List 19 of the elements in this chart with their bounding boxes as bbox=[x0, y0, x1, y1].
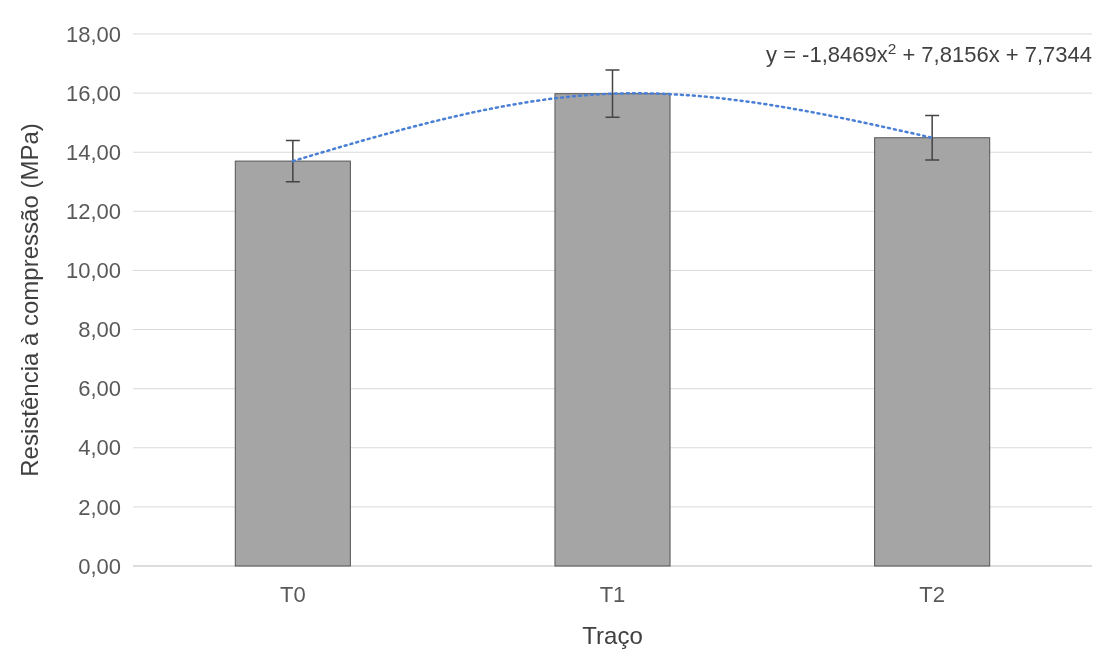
x-tick-label: T2 bbox=[919, 582, 946, 607]
bar bbox=[554, 93, 671, 567]
y-tick-label: 10,00 bbox=[65, 258, 121, 284]
x-tick-label: T0 bbox=[279, 582, 306, 607]
bar bbox=[874, 137, 991, 567]
y-tick-label: 4,00 bbox=[78, 435, 121, 461]
y-tick-label: 12,00 bbox=[65, 199, 121, 225]
y-tick-label: 0,00 bbox=[78, 553, 121, 579]
bar bbox=[234, 160, 351, 567]
y-tick-label: 16,00 bbox=[65, 80, 121, 106]
x-tick-label: T1 bbox=[599, 582, 626, 607]
y-axis-title: Resistência à compressão (MPa) bbox=[16, 123, 43, 477]
y-tick-label: 18,00 bbox=[65, 21, 121, 47]
y-tick-label: 6,00 bbox=[78, 376, 121, 402]
x-axis-title: Traço bbox=[582, 622, 643, 649]
y-tick-label: 14,00 bbox=[65, 139, 121, 165]
y-tick-label: 2,00 bbox=[78, 494, 121, 520]
y-tick-label: 8,00 bbox=[78, 317, 121, 343]
annotation: y = -1,8469x$^{2}$ + 7,8156x + 7,7344 bbox=[766, 39, 1092, 67]
